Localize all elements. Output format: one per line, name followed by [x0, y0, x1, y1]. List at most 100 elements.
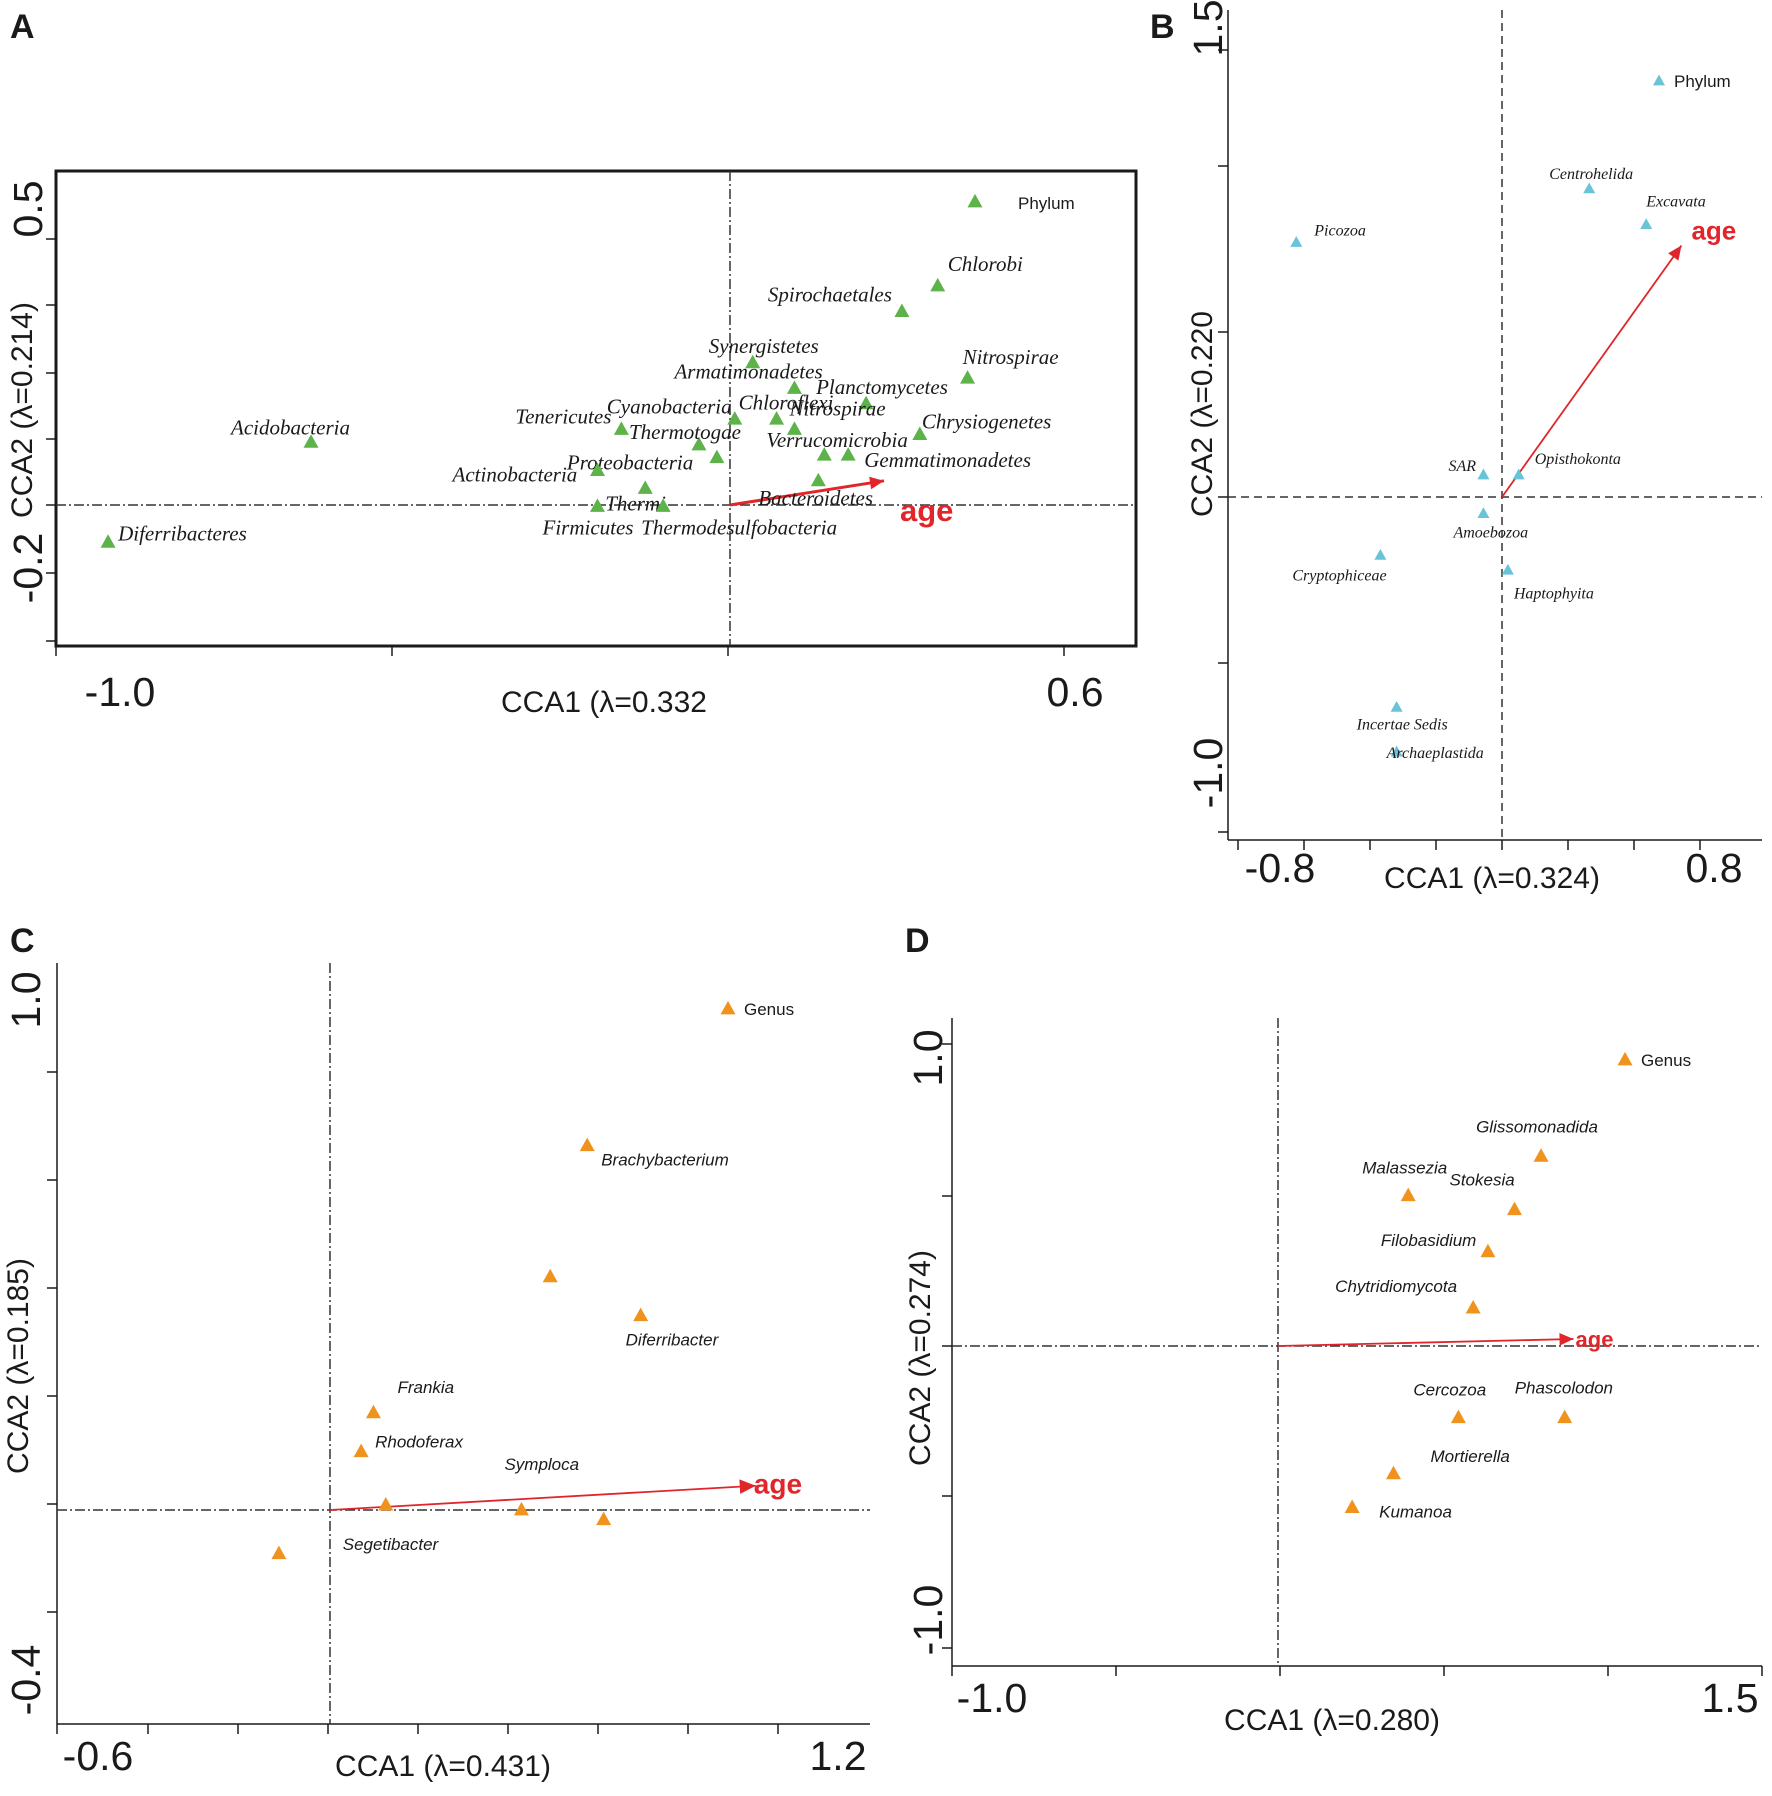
panel-a-label-planctomycetes: Planctomycetes [815, 375, 948, 399]
panel-d-xtick-min: -1.0 [957, 1675, 1028, 1721]
panel-c-legend-marker [720, 1000, 736, 1015]
panel-b-point-picozoa [1290, 236, 1303, 247]
panel-b-point-centrohelida [1583, 182, 1596, 194]
panel-d-point-chytridiomycota [1465, 1299, 1481, 1314]
panel-b-point-cryptophiceae [1374, 548, 1387, 560]
panel-c-xtick-min: -0.6 [63, 1733, 134, 1779]
panel-a-label-actinobacteria: Actinobacteria [451, 463, 578, 487]
panel-a-point-firmicutes [590, 498, 605, 512]
panel-b-point-opisthokonta [1512, 468, 1525, 480]
panel-a: A age Phylum Chlorobi Spirochaetales Synergi… [5, 8, 1138, 719]
panel-b-label: B [1150, 8, 1175, 46]
panel-a-point-proteobacteria [709, 449, 725, 464]
panel-a-ytick-max: 0.5 [5, 181, 51, 238]
panel-c-xtick-max: 1.2 [810, 1733, 867, 1779]
panel-b-label-excavata: Excavata [1645, 194, 1706, 211]
panel-c-label-diferribacter: Diferribacter [626, 1331, 720, 1350]
panel-c-label-symploca: Symploca [504, 1455, 579, 1474]
panel-b: B age Phylum Centrohelida Excavata Picozoa SA… [1150, 0, 1762, 895]
panel-c-xlabel: CCA1 (λ=0.431) [335, 1750, 551, 1783]
panel-a-point-planctomycetes [858, 395, 874, 410]
panel-a-point-nitrospirae [786, 421, 802, 435]
panel-b-age-arrowhead [1668, 245, 1682, 261]
panel-a-point-bacteroidetes [810, 472, 826, 487]
panel-d-point-kumanoa [1344, 1499, 1360, 1513]
panel-a-label-chloroflexi: Chloroflexi [739, 390, 834, 414]
panel-a-age-arrowhead [869, 476, 884, 490]
panel-d-label: D [905, 922, 930, 960]
panel-b-label-amoebozoa: Amoebozoa [1452, 525, 1528, 542]
panel-d-label-chytridiomycota: Chytridiomycota [1335, 1277, 1457, 1296]
panel-d-label-mortierella: Mortierella [1430, 1447, 1509, 1466]
panel-c-point-frankia [365, 1404, 381, 1419]
panel-a-label-gemmatimonadetes: Gemmatimonadetes [864, 448, 1031, 472]
panel-c-point-unlabeled-7 [596, 1511, 612, 1526]
panel-a-point-armatimonadetes [786, 380, 802, 394]
panel-d-legend-marker [1617, 1051, 1633, 1066]
panel-b-xtick-min: -0.8 [1245, 845, 1316, 891]
panel-c-age-arrowhead [739, 1479, 756, 1494]
panel-a-xtick-max: 0.6 [1047, 669, 1104, 715]
panel-b-label-sar: SAR [1448, 458, 1476, 475]
panel-a-point-diferribacteres [100, 534, 116, 548]
panel-b-legend-text: Phylum [1674, 72, 1731, 91]
panel-b-point-amoebozoa [1477, 507, 1490, 519]
panel-d-point-malassezia [1400, 1187, 1416, 1202]
panel-a-label-cyanobacteria: Cyanobacteria [607, 394, 732, 418]
panel-a-point-chloroflexi [769, 411, 785, 425]
panel-d-age-arrow [1277, 1338, 1574, 1347]
panel-a-point-cyanobacteria [727, 411, 743, 425]
panel-b-ytick-min: -1.0 [1185, 738, 1231, 809]
panel-c-point-brachybacterium [579, 1137, 595, 1152]
panel-b-label-picozoa: Picozoa [1313, 223, 1366, 240]
panel-d-label-phascolodon: Phascolodon [1515, 1379, 1613, 1398]
panel-a-xtick-min: -1.0 [85, 669, 156, 715]
panel-a-point-thermodesulfobacteria [655, 498, 671, 512]
panel-b-label-haptophyita: Haptophyita [1513, 585, 1594, 602]
panel-a-label-tenericutes: Tenericutes [515, 405, 611, 429]
panel-a-legend-marker [967, 193, 983, 208]
panel-a-point-synergistetes [745, 354, 761, 369]
panel-a-ylabel: CCA2 (λ=0.214) [6, 302, 39, 518]
panel-a-label-chlorobi: Chlorobi [948, 252, 1023, 276]
panel-d-xtick-max: 1.5 [1702, 1675, 1759, 1721]
panel-b-label-archaeplastida: Archaeplastida [1386, 745, 1484, 762]
panel-a-point-nitrospirae [960, 370, 976, 384]
panel-c-ytick-min: -0.4 [3, 1645, 49, 1716]
panel-d: D age Genus Glissomonadida MalasseziaStokes… [904, 922, 1763, 1737]
panel-b-ylabel: CCA2 (λ=0.220 [1186, 311, 1219, 517]
panel-b-point-incertae-sedis [1390, 700, 1403, 712]
panel-c-age-arrow [329, 1484, 756, 1511]
panel-c-point-unlabeled-1 [542, 1268, 558, 1283]
panel-b-age-label: age [1691, 216, 1736, 246]
panel-b-point-haptophyita [1501, 563, 1514, 575]
panel-a-label-thermi: Thermi [605, 492, 666, 516]
panel-d-xlabel: CCA1 (λ=0.280) [1224, 1704, 1440, 1737]
panel-c-label-segetibacter: Segetibacter [343, 1535, 440, 1554]
panel-a-label-proteobacteria: Proteobacteria [566, 451, 693, 475]
panel-b-label-cryptophiceae: Cryptophiceae [1292, 567, 1386, 584]
panel-d-label-glissomonadida: Glissomonadida [1476, 1117, 1598, 1136]
panel-d-point-mortierella [1385, 1465, 1401, 1480]
panel-a-label-thermodesulfobacteria: Thermodesulfobacteria [641, 515, 837, 539]
panel-c-legend-text: Genus [744, 1000, 794, 1019]
panel-d-label-cercozoa: Cercozoa [1413, 1381, 1486, 1400]
panel-a-label-nitrospirae: Nitrospirae [788, 397, 885, 421]
panel-a-label-diferribacteres: Diferribacteres [117, 521, 247, 545]
panel-a-label-armatimonadetes: Armatimonadetes [672, 360, 822, 384]
panel-a-xlabel: CCA1 (λ=0.332 [501, 686, 707, 719]
panel-d-point-filobasidium [1480, 1243, 1496, 1258]
panel-c: C age Genus Brachybacterium Diferribacter Fr… [2, 922, 870, 1783]
panel-c-point-symploca [513, 1501, 529, 1516]
panel-a-point-spirochaetales [894, 303, 910, 317]
panel-b-label-centrohelida: Centrohelida [1549, 166, 1633, 183]
panel-c-label-frankia: Frankia [397, 1378, 454, 1397]
panel-d-label-kumanoa: Kumanoa [1379, 1503, 1452, 1522]
panel-d-point-cercozoa [1450, 1409, 1466, 1424]
panel-b-point-excavata [1640, 218, 1653, 229]
panel-d-label-malassezia: Malassezia [1362, 1159, 1447, 1178]
panel-a-point-tenericutes [613, 421, 629, 435]
panel-a-label-verrucomicrobia: Verrucomicrobia [766, 428, 908, 452]
panel-b-point-archaeplastida [1390, 745, 1403, 757]
panel-c-ylabel: CCA2 (λ=0.185) [2, 1258, 35, 1474]
